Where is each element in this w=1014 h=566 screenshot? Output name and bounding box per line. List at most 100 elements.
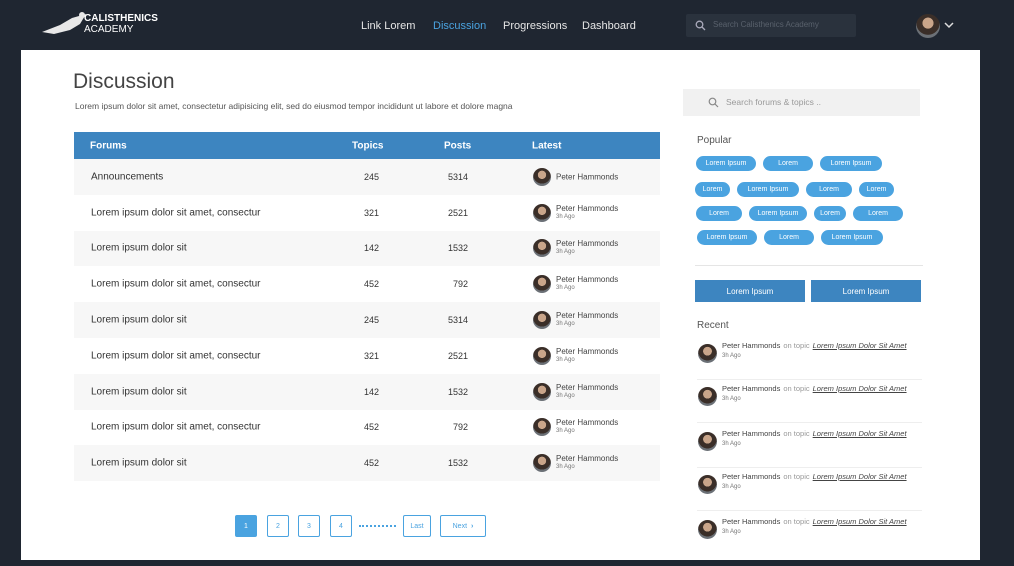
nav-link[interactable]: Progressions: [503, 20, 568, 32]
page-subtitle: Lorem ipsum dolor sit amet, consectetur …: [75, 101, 513, 111]
page-button[interactable]: Last: [403, 515, 431, 537]
recent-item[interactable]: Peter Hammonds on topic Lorem Ipsum Dolor …: [697, 467, 922, 511]
nav-link[interactable]: Discussion: [433, 20, 487, 32]
time: 3h Ago: [556, 213, 575, 220]
tag[interactable]: Lorem Ipsum: [697, 230, 757, 245]
nav-search[interactable]: Search Calisthenics Academy: [686, 14, 856, 37]
latest-post: Peter Hammonds 3h Ago: [556, 418, 618, 436]
user-avatar[interactable]: [916, 14, 940, 38]
avatar: [698, 475, 717, 494]
tag[interactable]: Lorem: [764, 230, 814, 245]
page-button[interactable]: 1: [235, 515, 257, 537]
topic-count: 452: [363, 279, 379, 290]
time: 3h Ago: [556, 285, 575, 292]
time: 3h Ago: [556, 428, 575, 435]
tag[interactable]: Lorem: [853, 206, 903, 221]
dropdown-caret[interactable]: [944, 22, 954, 29]
topic-link[interactable]: Lorem Ipsum Dolor Sit Amet: [812, 517, 907, 526]
avatar: [698, 387, 717, 406]
tag[interactable]: Lorem Ipsum: [820, 156, 882, 171]
tag[interactable]: Lorem Ipsum: [696, 156, 756, 171]
author: Peter Hammonds: [722, 341, 781, 350]
column-header: Latest: [532, 140, 562, 151]
author: Peter Hammonds: [556, 418, 619, 428]
tag[interactable]: Lorem Ipsum: [749, 206, 807, 221]
time: 3h Ago: [722, 396, 741, 402]
author: Peter Hammonds: [722, 472, 781, 481]
line: Peter Hammonds on topic Lorem Ipsum Dolor …: [722, 384, 907, 394]
tag[interactable]: Lorem: [806, 182, 852, 197]
forum-name: Lorem ipsum dolor sit: [91, 386, 187, 398]
section-title: Recent: [697, 320, 729, 331]
avatar: [698, 520, 717, 539]
topic-link[interactable]: Lorem Ipsum Dolor Sit Amet: [812, 472, 907, 481]
table-row[interactable]: Lorem ipsum dolor sit 142 1532 Peter Hammon…: [74, 373, 660, 410]
topic-count: 452: [363, 458, 379, 469]
post-count: 792: [452, 422, 468, 433]
topic-link[interactable]: Lorem Ipsum Dolor Sit Amet: [812, 429, 907, 438]
sidebar-search[interactable]: Search forums & topics ..: [683, 89, 920, 116]
label: Next: [452, 522, 468, 530]
recent-item[interactable]: Peter Hammonds on topic Lorem Ipsum Dolor …: [697, 424, 922, 468]
connector: on topic: [783, 341, 810, 350]
table-row[interactable]: Lorem ipsum dolor sit amet, consectur 452…: [74, 266, 660, 303]
recent-item[interactable]: Peter Hammonds on topic Lorem Ipsum Dolor …: [697, 512, 922, 556]
avatar: [533, 203, 551, 222]
tag[interactable]: Lorem Ipsum: [737, 182, 799, 197]
page-button[interactable]: 3: [298, 515, 320, 537]
latest-post: Peter Hammonds: [556, 172, 618, 181]
logo-figure: [42, 12, 86, 34]
recent-item[interactable]: Peter Hammonds on topic Lorem Ipsum Dolor …: [697, 336, 922, 380]
tag[interactable]: Lorem: [696, 206, 742, 221]
next-button[interactable]: Next ›: [440, 515, 486, 537]
post-count: 2521: [447, 207, 468, 218]
table-row[interactable]: Lorem ipsum dolor sit 245 5314 Peter Hammon…: [74, 302, 660, 338]
table-row[interactable]: Announcements 245 5314 Peter Hammonds: [74, 159, 660, 195]
chevron: ›: [471, 522, 474, 530]
tag[interactable]: Lorem: [814, 206, 846, 221]
line: Peter Hammonds on topic Lorem Ipsum Dolor …: [722, 517, 907, 527]
table-row[interactable]: Lorem ipsum dolor sit amet, consectur 321…: [74, 194, 660, 231]
topic-count: 321: [363, 350, 379, 361]
post-count: 792: [452, 279, 468, 290]
time: 3h Ago: [722, 441, 741, 447]
table-row[interactable]: Lorem ipsum dolor sit 142 1532 Peter Hammon…: [74, 230, 660, 267]
column-header: Posts: [444, 140, 472, 151]
divider: [695, 265, 923, 266]
author: Peter Hammonds: [556, 203, 619, 213]
topic-link[interactable]: Lorem Ipsum Dolor Sit Amet: [812, 341, 907, 350]
author: Peter Hammonds: [722, 384, 781, 393]
table-row[interactable]: Lorem ipsum dolor sit amet, consectur 452…: [74, 409, 660, 446]
author: Peter Hammonds: [722, 517, 781, 526]
post-count: 5314: [447, 171, 468, 182]
recent-text: Peter Hammonds on topic Lorem Ipsum Dolor …: [722, 472, 907, 492]
tag[interactable]: Lorem: [695, 182, 730, 197]
latest-post: Peter Hammonds 3h Ago: [556, 383, 618, 401]
nav-link[interactable]: Dashboard: [582, 20, 636, 32]
tag[interactable]: Lorem: [859, 182, 894, 197]
line: Peter Hammonds on topic Lorem Ipsum Dolor …: [722, 341, 907, 351]
page-button[interactable]: 2: [267, 515, 289, 537]
section-title: Popular: [697, 135, 732, 146]
sidebar-button[interactable]: Lorem Ipsum: [695, 280, 805, 302]
forum-name: Lorem ipsum dolor sit amet, consectur: [91, 421, 261, 433]
time: 3h Ago: [556, 249, 575, 256]
column-header: Topics: [352, 140, 384, 151]
table-row[interactable]: Lorem ipsum dolor sit 452 1532 Peter Hammon…: [74, 445, 660, 482]
sidebar-button[interactable]: Lorem Ipsum: [811, 280, 921, 302]
nav-link[interactable]: Link Lorem: [361, 20, 416, 32]
topic-link[interactable]: Lorem Ipsum Dolor Sit Amet: [812, 384, 907, 393]
author: Peter Hammonds: [556, 239, 619, 249]
page-button[interactable]: 4: [330, 515, 352, 537]
tag[interactable]: Lorem Ipsum: [821, 230, 883, 245]
recent-item[interactable]: Peter Hammonds on topic Lorem Ipsum Dolor …: [697, 379, 922, 423]
time: 3h Ago: [722, 353, 741, 359]
latest-post: Peter Hammonds 3h Ago: [556, 239, 618, 257]
avatar: [533, 382, 551, 401]
avatar: [533, 275, 551, 294]
table-row[interactable]: Lorem ipsum dolor sit amet, consectur 321…: [74, 338, 660, 374]
author: Peter Hammonds: [556, 172, 619, 182]
tag[interactable]: Lorem: [763, 156, 813, 171]
forum-name: Lorem ipsum dolor sit amet, consectur: [91, 350, 261, 362]
